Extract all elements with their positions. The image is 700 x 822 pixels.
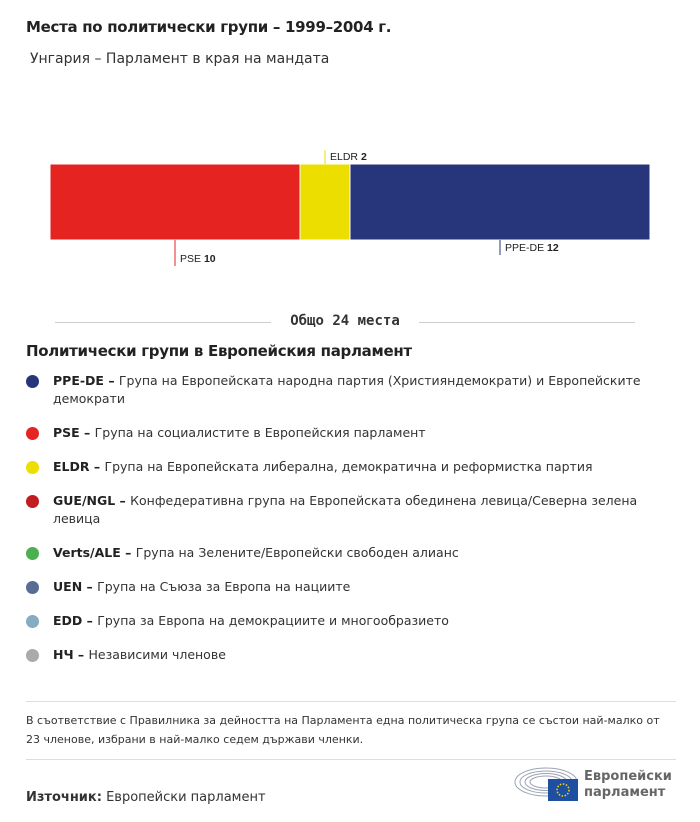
legend-abbr: PPE-DE –	[53, 373, 119, 388]
legend-item: UEN – Група на Съюза за Европа на нациит…	[26, 578, 676, 596]
legend-dot-icon	[26, 547, 39, 560]
legend-dot-icon	[26, 615, 39, 628]
logo-line1: Европейски	[584, 769, 672, 784]
source: Източник: Европейски парламент	[26, 790, 266, 805]
legend-item: PPE-DE – Група на Европейската народна п…	[26, 372, 676, 408]
bar-ppe-de	[349, 163, 651, 241]
bar-label-ppe-de: PPE-DE 12	[505, 242, 559, 254]
legend-desc: Група на Европейската либерална, демокра…	[104, 459, 593, 474]
legend-desc: Конфедеративна група на Европейската обе…	[53, 493, 638, 526]
footnote: В съответствие с Правилника за дейността…	[26, 701, 676, 760]
legend-item: НЧ – Независими членове	[26, 646, 676, 664]
legend-abbr: НЧ –	[53, 647, 89, 662]
legend-desc: Група на социалистите в Европейския парл…	[94, 425, 426, 440]
legend-dot-icon	[26, 427, 39, 440]
legend-abbr: PSE –	[53, 425, 95, 440]
legend-item: EDD – Група за Европа на демокрациите и …	[26, 612, 676, 630]
ep-logo: Европейски парламент	[514, 764, 684, 804]
legend-abbr: UEN –	[53, 579, 98, 594]
legend-title: Политически групи в Европейския парламен…	[26, 342, 412, 360]
source-label: Източник:	[26, 790, 102, 805]
legend-abbr: EDD –	[53, 613, 98, 628]
legend-desc: Група на Съюза за Европа на нациите	[97, 579, 351, 594]
legend-dot-icon	[26, 375, 39, 388]
legend-desc: Група на Европейската народна партия (Хр…	[53, 373, 641, 406]
legend-desc: Група на Зелените/Европейски свободен ал…	[135, 545, 459, 560]
legend-item: PSE – Група на социалистите в Европейски…	[26, 424, 676, 442]
legend: PPE-DE – Група на Европейската народна п…	[26, 372, 676, 680]
legend-abbr: ELDR –	[53, 459, 105, 474]
stacked-bar-chart: PSE 10 ELDR 2 PPE-DE 12	[49, 150, 651, 266]
hemicycle-flag-icon	[514, 767, 578, 801]
bar-label-pse: PSE 10	[180, 253, 216, 265]
legend-desc: Група за Европа на демокрациите и многоо…	[97, 613, 449, 628]
legend-dot-icon	[26, 495, 39, 508]
legend-item: GUE/NGL – Конфедеративна група на Европе…	[26, 492, 676, 528]
bar-label-eldr: ELDR 2	[330, 151, 367, 163]
logo-line2: парламент	[584, 785, 666, 800]
legend-item: Verts/ALE – Група на Зелените/Европейски…	[26, 544, 676, 562]
total-label: Общо 24 места	[290, 313, 400, 329]
divider-left	[55, 322, 271, 323]
legend-abbr: Verts/ALE –	[53, 545, 136, 560]
legend-item: ELDR – Група на Европейската либерална, …	[26, 458, 676, 476]
legend-dot-icon	[26, 581, 39, 594]
legend-abbr: GUE/NGL –	[53, 493, 131, 508]
source-value: Европейски парламент	[106, 790, 266, 805]
legend-dot-icon	[26, 649, 39, 662]
page-title: Места по политически групи – 1999–2004 г…	[26, 18, 392, 36]
divider-right	[419, 322, 635, 323]
legend-desc: Независими членове	[88, 647, 226, 662]
total-seats: Общо 24 места	[55, 312, 635, 332]
legend-dot-icon	[26, 461, 39, 474]
bar-pse	[49, 163, 301, 241]
bar-eldr	[299, 163, 351, 241]
page-subtitle: Унгария – Парламент в края на мандата	[30, 51, 330, 67]
